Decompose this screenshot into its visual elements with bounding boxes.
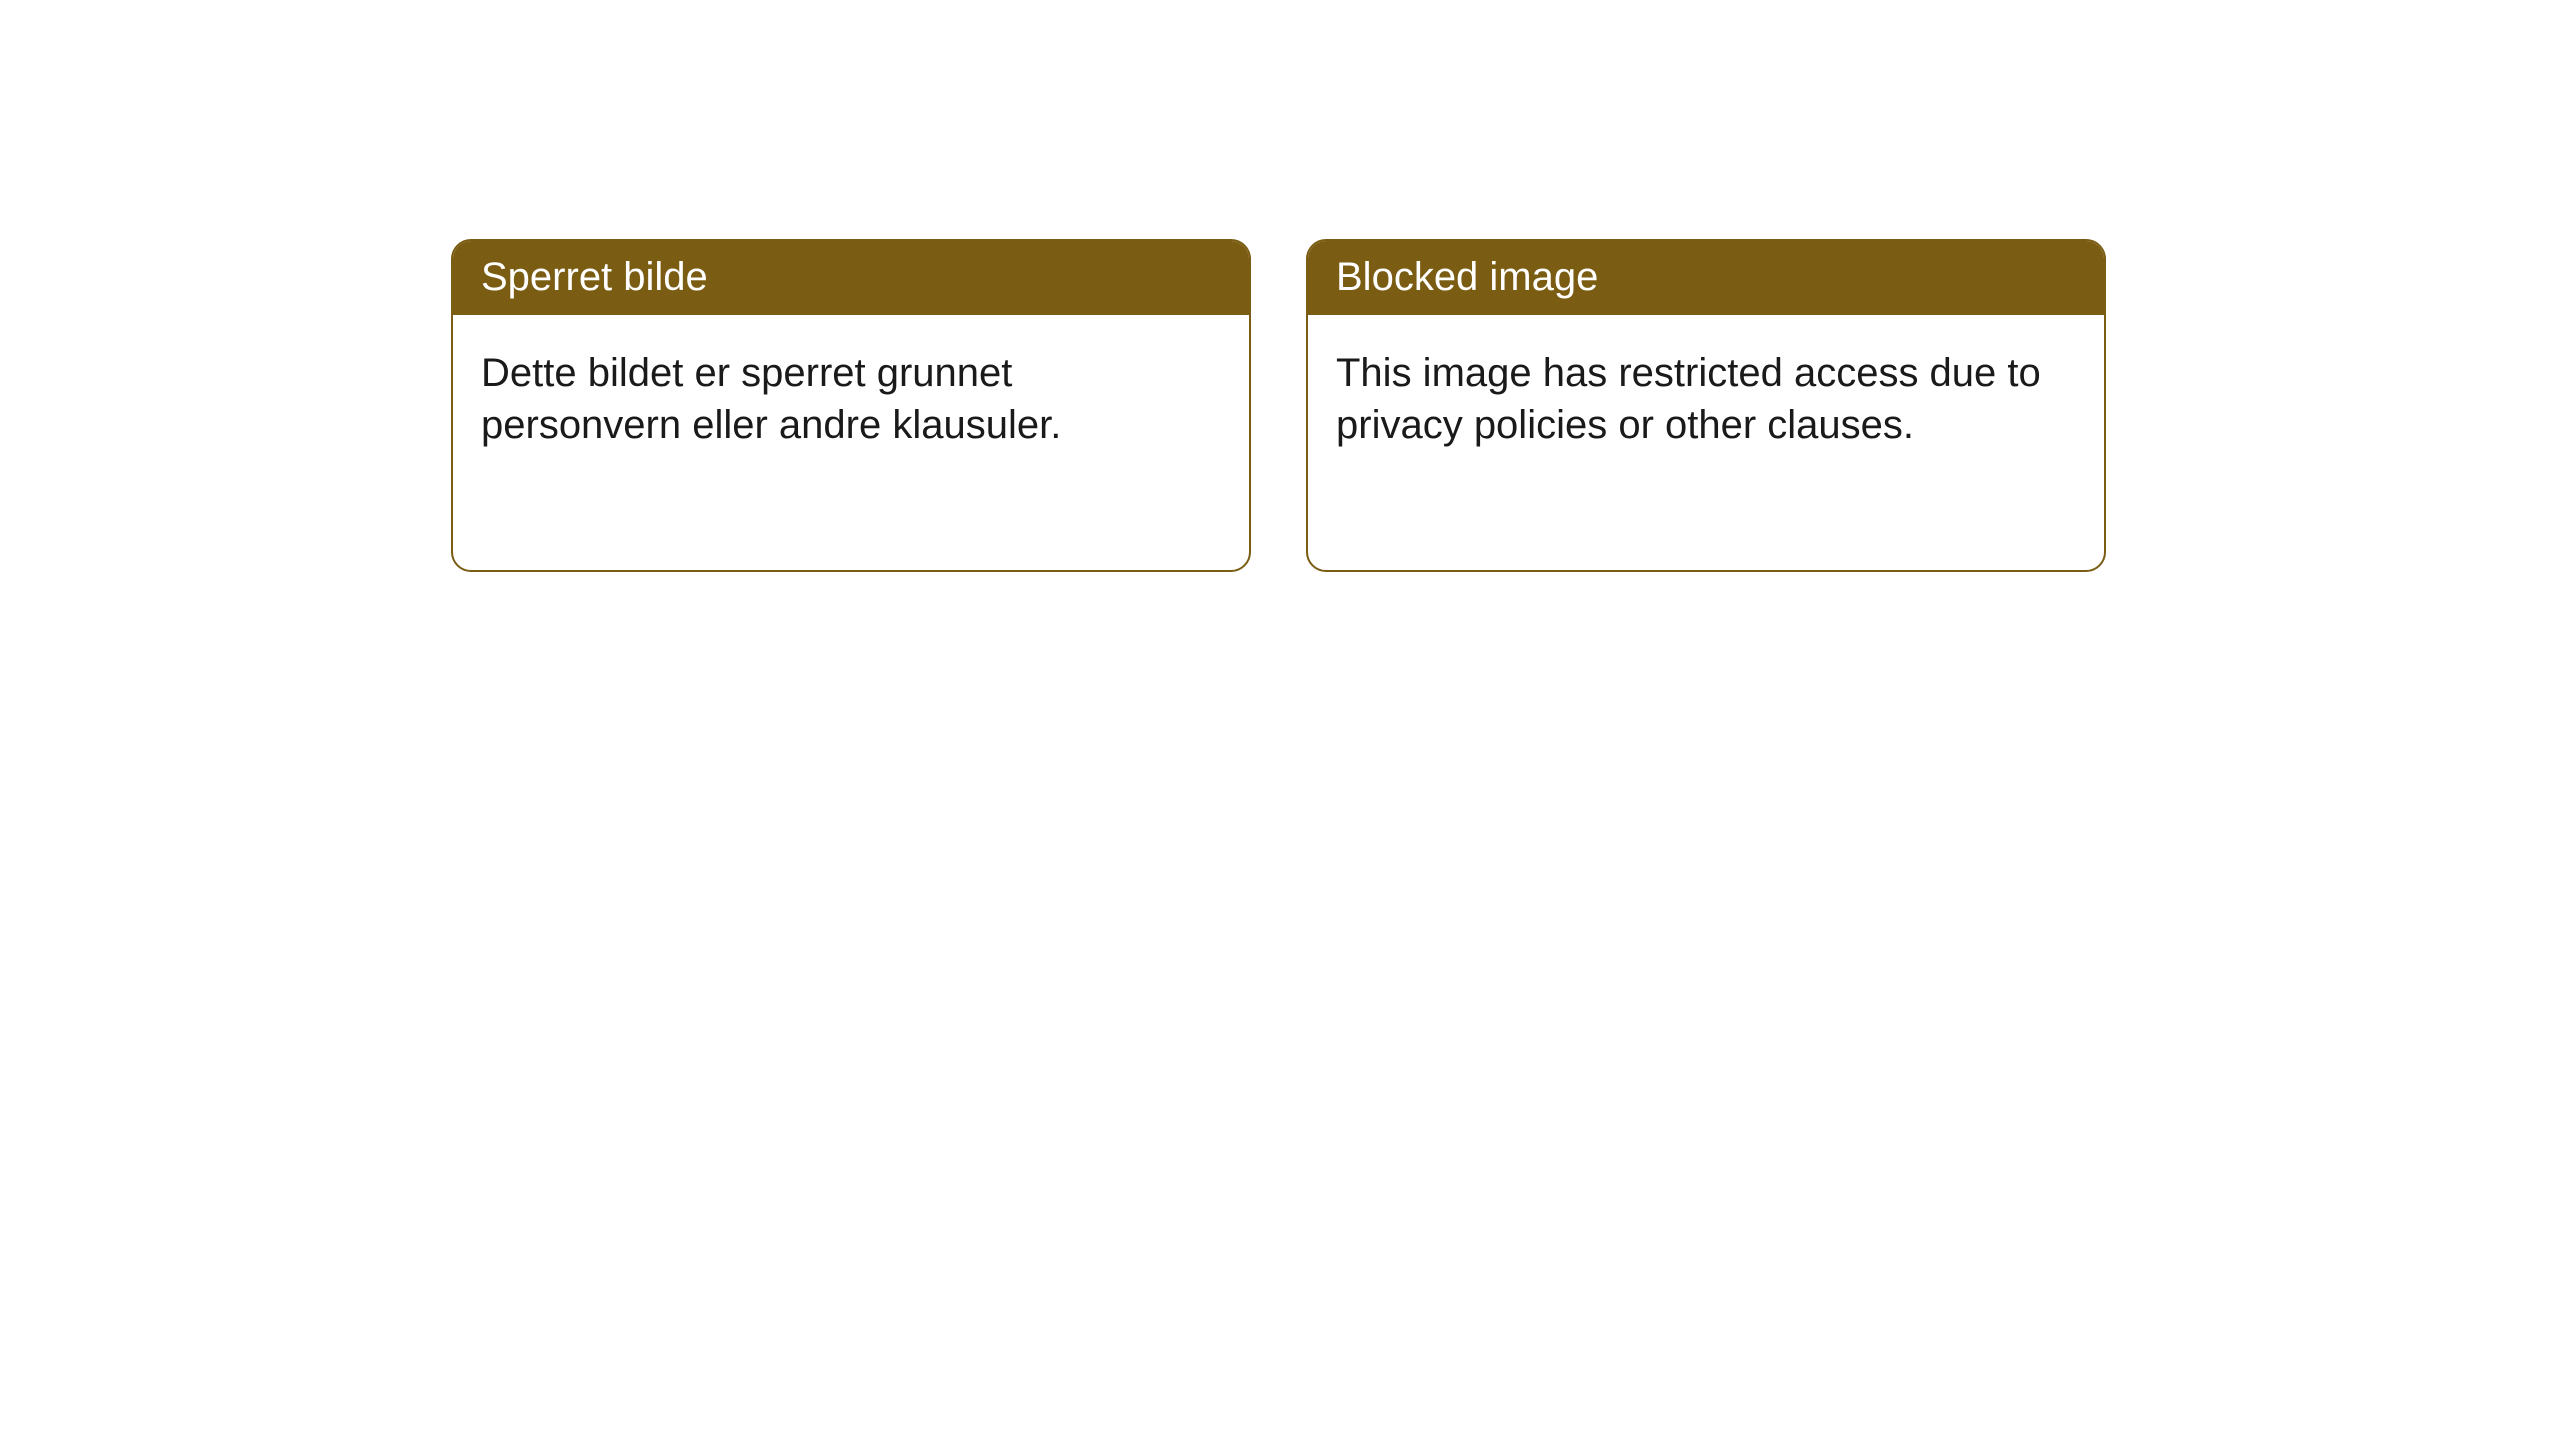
notice-title-norwegian: Sperret bilde [453,241,1249,315]
notice-title-english: Blocked image [1308,241,2104,315]
notice-card-english: Blocked image This image has restricted … [1306,239,2106,572]
notice-card-norwegian: Sperret bilde Dette bildet er sperret gr… [451,239,1251,572]
notice-body-norwegian: Dette bildet er sperret grunnet personve… [453,315,1249,479]
notice-body-english: This image has restricted access due to … [1308,315,2104,479]
notice-cards-container: Sperret bilde Dette bildet er sperret gr… [451,239,2106,572]
